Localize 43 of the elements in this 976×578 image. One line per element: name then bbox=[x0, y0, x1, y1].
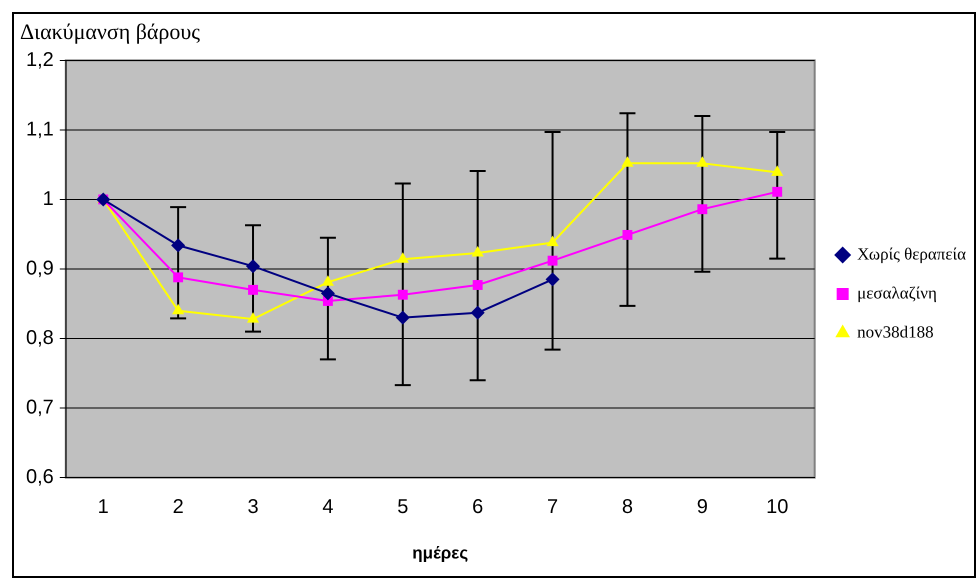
y-tick-label: 1,1 bbox=[26, 118, 54, 140]
point bbox=[96, 192, 110, 206]
point bbox=[546, 236, 559, 246]
x-tick-label: 5 bbox=[397, 496, 408, 518]
y-tick-label: 1 bbox=[42, 188, 54, 210]
point bbox=[246, 259, 260, 274]
x-tick-label: 3 bbox=[247, 496, 259, 518]
legend-label: nov38d188 bbox=[857, 322, 934, 342]
point bbox=[472, 280, 483, 290]
point bbox=[696, 156, 708, 167]
legend-label: Χωρίς θεραπεία bbox=[857, 244, 966, 264]
point bbox=[470, 306, 485, 320]
point bbox=[248, 284, 258, 295]
x-tick-label: 9 bbox=[696, 496, 708, 518]
x-axis-title: ημέρες bbox=[412, 543, 468, 562]
y-tick-label: 1,2 bbox=[26, 48, 54, 71]
legend-label: μεσαλαζίνη bbox=[857, 283, 937, 302]
point bbox=[398, 290, 408, 300]
x-tick-label: 4 bbox=[322, 496, 334, 518]
point bbox=[396, 310, 410, 325]
point bbox=[772, 186, 782, 197]
point bbox=[697, 204, 708, 214]
point bbox=[546, 272, 560, 286]
point bbox=[472, 246, 484, 257]
chart-title: Διακύμανση βάρους bbox=[20, 18, 200, 44]
point bbox=[621, 156, 634, 167]
x-tick-label: 1 bbox=[98, 496, 109, 518]
x-tick-label: 2 bbox=[172, 496, 184, 518]
point bbox=[171, 238, 186, 252]
y-tick-label: 0,8 bbox=[26, 327, 54, 350]
point bbox=[173, 272, 184, 282]
point bbox=[548, 256, 558, 266]
x-tick-label: 7 bbox=[547, 496, 558, 518]
point bbox=[320, 286, 335, 300]
y-tick-label: 0,9 bbox=[26, 258, 54, 280]
point bbox=[771, 165, 784, 176]
x-tick-label: 10 bbox=[766, 496, 788, 518]
point bbox=[396, 252, 409, 263]
y-tick-label: 0,7 bbox=[26, 396, 54, 419]
x-tick-label: 8 bbox=[622, 496, 634, 518]
x-tick-label: 6 bbox=[472, 496, 484, 518]
point bbox=[622, 230, 632, 240]
y-tick-label: 0,6 bbox=[26, 466, 54, 488]
